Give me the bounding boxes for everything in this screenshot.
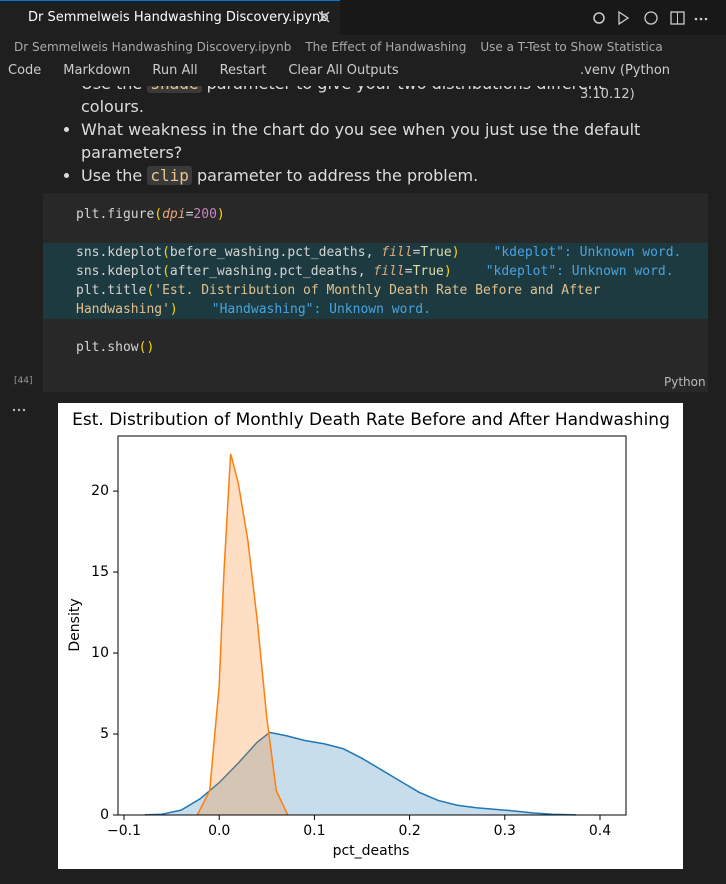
code-token: = <box>412 245 421 260</box>
code-token: ) <box>216 207 225 222</box>
x-tick-label: 0.2 <box>398 823 420 839</box>
code-line: plt.figure(dpi=200) <box>43 205 708 224</box>
code-token: () <box>138 340 155 355</box>
cell-language[interactable]: Python <box>664 375 706 389</box>
toolbar-button[interactable]: Clear All Outputs <box>288 63 399 78</box>
chart: Est. Distribution of Monthly Death Rate … <box>58 403 683 869</box>
diagnostic: "kdeplot": Unknown word. <box>485 264 674 279</box>
axes-frame <box>117 435 627 816</box>
y-tick-label: 20 <box>91 483 109 499</box>
code-token: dpi <box>162 207 186 222</box>
code-token: ) <box>169 302 178 317</box>
y-tick-label: 5 <box>100 726 109 742</box>
toolbar-button[interactable]: Code <box>8 63 42 78</box>
y-tick-label: 10 <box>91 645 109 661</box>
code-token: True <box>412 264 444 279</box>
kernel-picker[interactable]: .venv (Python 3.10.12) <box>580 63 671 102</box>
bullet: Use the clip parameter to address the pr… <box>81 164 641 186</box>
code-token: ( <box>146 283 155 298</box>
y-tick-label: 0 <box>100 807 109 823</box>
bullet-text: parameter to address the problem. <box>191 166 479 185</box>
code-token: Handwashing' <box>76 302 170 317</box>
y-axis-label: Density <box>67 598 83 651</box>
density-area <box>197 453 288 815</box>
breadcrumb: Dr Semmelweis Handwashing Discovery.ipyn… <box>14 36 677 58</box>
x-tick-label: 0.1 <box>303 823 325 839</box>
inline-code: shade <box>147 86 202 93</box>
close-tab[interactable] <box>318 11 330 23</box>
x-tick-label: 0.4 <box>589 823 611 839</box>
bullet: Use the shade parameter to give your two… <box>81 86 641 118</box>
code-token: plt.figure <box>76 207 155 222</box>
density-line <box>144 731 577 816</box>
code-token: 200 <box>193 207 217 222</box>
density-line <box>196 453 289 816</box>
tab[interactable]: Dr Semmelweis Handwashing Discovery.ipyn… <box>0 0 340 35</box>
tab-bar: Dr Semmelweis Handwashing Discovery.ipyn… <box>0 0 726 35</box>
tab-title: Dr Semmelweis Handwashing Discovery.ipyn… <box>28 10 329 25</box>
code-editor: plt.figure(dpi=200) sns.kdeplot(before_wa… <box>43 205 708 357</box>
bullet-text: Use the <box>81 166 148 185</box>
breadcrumb-item[interactable]: Use a T-Test to Show Statistica <box>480 40 663 54</box>
code-token: ( <box>154 207 163 222</box>
code-line: plt.show() <box>43 338 708 357</box>
code-token: after_washing.pct_deaths, <box>169 264 374 279</box>
toolbar-button[interactable]: Markdown <box>63 63 131 78</box>
code-token: before_washing.pct_deaths, <box>169 245 382 260</box>
x-tick-label: −0.1 <box>107 823 141 839</box>
code-token: 'Est. Distribution of Monthly Death Rate… <box>154 283 601 298</box>
breadcrumb-item[interactable]: Dr Semmelweis Handwashing Discovery.ipyn… <box>14 40 292 54</box>
density-area <box>144 732 577 815</box>
output-menu[interactable] <box>12 406 28 414</box>
x-axis-label: pct_deaths <box>333 843 410 859</box>
code-token: = <box>404 264 413 279</box>
code-line: sns.kdeplot(before_washing.pct_deaths, f… <box>43 243 708 262</box>
code-cell[interactable]: plt.figure(dpi=200) sns.kdeplot(before_wa… <box>43 193 708 392</box>
breadcrumb-item[interactable]: The Effect of Handwashing <box>305 40 467 54</box>
code-token: fill <box>373 264 405 279</box>
toolbar-button[interactable]: Run All <box>152 63 198 78</box>
execution-count: [44] <box>14 376 33 386</box>
code-line: sns.kdeplot(after_washing.pct_deaths, fi… <box>43 262 708 281</box>
toolbar-button[interactable]: Restart <box>219 63 267 78</box>
editor-actions[interactable] <box>590 9 720 27</box>
diagnostic: "kdeplot": Unknown word. <box>493 245 682 260</box>
diagnostic: "Handwashing": Unknown word. <box>211 302 431 317</box>
inline-code: clip <box>147 166 192 185</box>
code-token: sns.kdeplot <box>76 245 163 260</box>
code-token: plt.title <box>76 283 147 298</box>
code-line: Handwashing') "Handwashing": Unknown word… <box>43 300 708 319</box>
code-token: plt.show <box>76 340 139 355</box>
code-token: sns.kdeplot <box>76 264 163 279</box>
notebook-toolbar: Code Markdown Run All Restart Clear All Outp… <box>8 59 421 83</box>
code-token: ( <box>162 264 170 279</box>
x-tick-label: 0.3 <box>494 823 516 839</box>
chart-title: Est. Distribution of Monthly Death Rate … <box>72 410 670 430</box>
bullet: What weakness in the chart do you see wh… <box>81 118 641 164</box>
code-line: plt.title('Est. Distribution of Monthly … <box>43 281 708 300</box>
code-line <box>43 224 708 243</box>
markdown-cell: Use the shade parameter to give your two… <box>0 86 726 186</box>
code-token: ( <box>162 245 170 260</box>
bullet-text: parameter to give your two distributions… <box>81 86 604 116</box>
y-tick-label: 15 <box>91 564 109 580</box>
bullet-list: Use the shade parameter to give your two… <box>0 86 641 186</box>
code-token: = <box>185 207 194 222</box>
code-token: True <box>420 245 452 260</box>
bullet-text: What weakness in the chart do you see wh… <box>81 120 641 162</box>
code-line <box>43 319 708 338</box>
x-tick-label: 0.0 <box>208 823 230 839</box>
code-token: fill <box>381 245 413 260</box>
code-token: ) <box>443 264 452 279</box>
bullet-text: Use the <box>81 86 147 93</box>
code-token: ) <box>451 245 460 260</box>
